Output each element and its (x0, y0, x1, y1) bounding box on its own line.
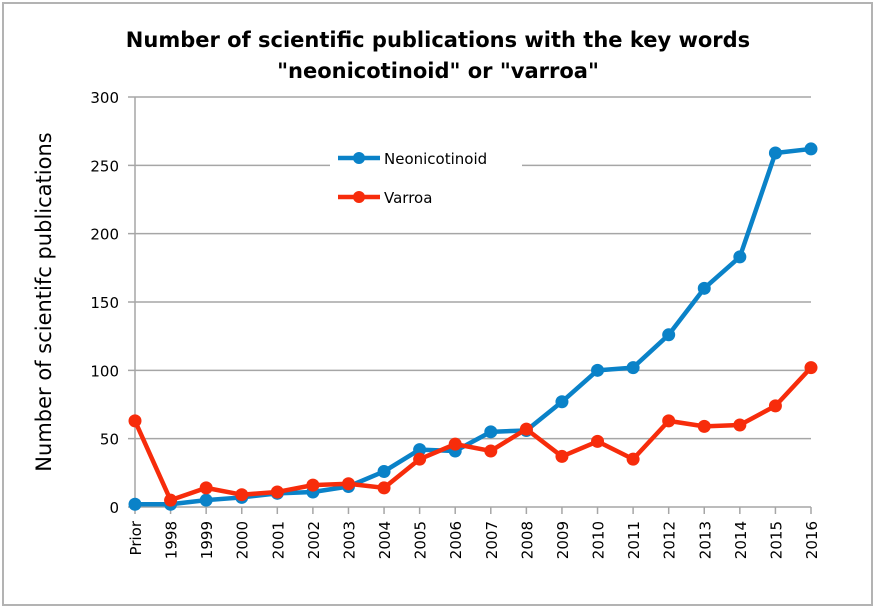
series-line-neonicotinoid (135, 146, 812, 507)
y-tick-label: 150 (90, 294, 119, 312)
data-point (413, 452, 427, 466)
chart-title-line-2: "neonicotinoid" or "varroa" (277, 59, 599, 83)
data-point (626, 361, 640, 375)
legend-label: Varroa (384, 189, 432, 207)
data-point (306, 478, 320, 492)
x-tick-label: 2002 (305, 521, 323, 559)
x-tick-label: 2015 (767, 521, 785, 559)
data-point (733, 250, 747, 264)
y-tick-label: 200 (90, 226, 119, 244)
series-group (128, 142, 818, 511)
data-point (448, 437, 462, 451)
data-point (697, 281, 711, 295)
legend-item-varroa: Varroa (338, 189, 432, 207)
y-axis-label: Number of scientifc publications (32, 132, 56, 471)
x-tick-label: 2009 (554, 521, 572, 559)
y-tick-labels: 0 50 100 150 200 250 300 (90, 89, 119, 517)
x-tick-label: 2010 (590, 521, 608, 559)
data-point (662, 414, 676, 428)
x-tick-label: 2003 (340, 521, 358, 559)
y-tick-label: 250 (90, 157, 119, 175)
legend-label: Neonicotinoid (384, 150, 487, 168)
data-point (804, 361, 818, 375)
data-point (128, 497, 142, 511)
data-point (199, 493, 213, 507)
data-point (662, 328, 676, 342)
x-tick-label: 2014 (732, 521, 750, 559)
y-tick-label: 100 (90, 362, 119, 380)
x-tick-label: 2000 (234, 521, 252, 559)
legend-dot-marker (353, 191, 365, 203)
x-tick-label: 2011 (625, 521, 643, 559)
legend: Neonicotinoid Varroa (338, 150, 487, 207)
chart-title-line-1: Number of scientific publications with t… (126, 28, 750, 52)
data-point (591, 363, 605, 377)
x-tick-label: 1999 (198, 521, 216, 559)
series-neonicotinoid (128, 142, 818, 511)
x-tick-label: 2008 (518, 521, 536, 559)
data-point (164, 493, 178, 507)
data-point (199, 481, 213, 495)
data-point (555, 395, 569, 409)
x-tick-label: 2004 (376, 521, 394, 559)
data-point (377, 464, 391, 478)
data-point (768, 399, 782, 413)
data-point (733, 418, 747, 432)
y-tick-label: 50 (100, 431, 119, 449)
data-point (377, 481, 391, 495)
data-point (591, 434, 605, 448)
series-line-varroa (132, 366, 813, 503)
x-tick-label: 2006 (447, 521, 465, 559)
data-point (768, 146, 782, 160)
x-tick-label: 2013 (696, 521, 714, 559)
data-point (804, 142, 818, 156)
series-varroa (128, 361, 818, 507)
data-point (484, 425, 498, 439)
data-point (413, 443, 427, 457)
x-tick-label: 2005 (412, 521, 430, 559)
x-tick-label: Prior (127, 520, 145, 555)
x-tick-label: 2007 (483, 521, 501, 559)
legend-dot-marker (353, 152, 365, 164)
data-point (235, 488, 249, 502)
y-tick-label: 300 (90, 89, 119, 107)
data-point (626, 452, 640, 466)
data-point (270, 485, 284, 499)
data-point (555, 449, 569, 463)
data-point (341, 477, 355, 491)
x-tick-label: 2001 (269, 521, 287, 559)
x-tick-labels: Prior 1998 1999 2000 2001 2002 2003 2004 2005 200… (127, 520, 821, 559)
x-tick-label: 1998 (163, 521, 181, 559)
x-tick-label: 2012 (661, 521, 679, 559)
data-point (128, 414, 142, 428)
x-tick-label: 2016 (803, 521, 821, 559)
gridlines (128, 96, 811, 440)
data-point (519, 422, 533, 436)
legend-item-neonicotinoid: Neonicotinoid (338, 150, 487, 168)
y-tick-label: 0 (109, 499, 119, 517)
data-point (484, 444, 498, 458)
data-point (697, 419, 711, 433)
